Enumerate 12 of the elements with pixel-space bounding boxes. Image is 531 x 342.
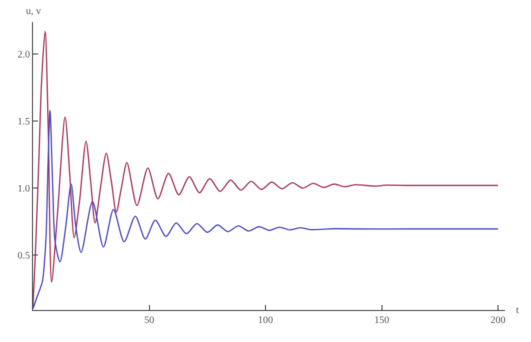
x-tick-label: 50 — [144, 315, 154, 326]
line-series — [33, 110, 499, 310]
x-tick-label: 150 — [374, 315, 390, 326]
x-tick-label: 200 — [490, 315, 506, 326]
x-axis-title: t — [516, 305, 519, 316]
y-tick-label: 1.5 — [18, 116, 30, 128]
y-tick-label: 2.0 — [18, 50, 30, 61]
y-tick-label: 1.0 — [18, 184, 30, 195]
x-tick-label: 100 — [258, 315, 274, 326]
y-tick-label: 0.5 — [18, 250, 30, 262]
y-axis-title: u, v — [26, 6, 41, 17]
line-series — [33, 30, 499, 307]
